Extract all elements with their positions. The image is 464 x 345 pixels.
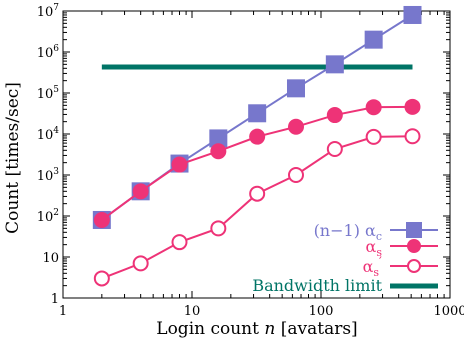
legend-item-bandwidth-limit: Bandwidth limit <box>252 276 438 295</box>
legend-item-alpha-s: αs <box>366 237 438 259</box>
y-tick-label: 102 <box>37 208 59 225</box>
x-tick-label: 1 <box>59 304 67 319</box>
x-tick-label: 100 <box>309 304 334 319</box>
data-point <box>325 55 344 74</box>
y-tick-label: 107 <box>37 3 60 20</box>
legend-marker <box>406 222 422 238</box>
data-point <box>326 107 343 124</box>
legend-label: αs <box>366 237 383 259</box>
legend-label: (n−1) αc <box>314 221 382 243</box>
data-point <box>248 104 267 123</box>
legend-item-alpha-s-prime: αs′ <box>363 255 438 279</box>
x-tick-label: 10 <box>184 304 201 319</box>
plot-frame <box>62 10 451 299</box>
data-point <box>403 5 422 24</box>
y-tick-label: 105 <box>37 85 60 102</box>
data-point <box>326 141 343 158</box>
data-point <box>171 156 188 173</box>
series-alpha-s-prime <box>93 128 421 287</box>
data-point <box>364 30 383 49</box>
data-point <box>287 118 304 135</box>
data-point <box>404 98 421 115</box>
series-alpha-s <box>93 98 421 228</box>
y-tick-label: 10 <box>42 251 59 266</box>
data-point <box>365 128 382 145</box>
series-line <box>101 105 413 221</box>
legend-label: Bandwidth limit <box>252 276 382 295</box>
data-point <box>210 143 227 160</box>
data-point <box>171 234 188 251</box>
y-tick-label: 1 <box>51 292 59 307</box>
legend-label: αs′ <box>363 255 382 279</box>
x-tick-label: 1000 <box>433 304 464 319</box>
data-point <box>210 220 227 237</box>
y-tick-label: 104 <box>37 126 60 143</box>
data-point <box>249 128 266 145</box>
x-axis-label: Login count n [avatars] <box>156 319 357 339</box>
y-tick-label: 106 <box>37 44 60 61</box>
data-point <box>365 99 382 116</box>
y-tick-label: 103 <box>37 167 60 184</box>
y-axis-label: Count [times/sec] <box>3 82 23 234</box>
data-point <box>93 270 110 287</box>
data-point <box>286 79 305 98</box>
legend-item-alpha-c: (n−1) αc <box>314 221 438 243</box>
data-point <box>93 211 110 228</box>
legend-marker <box>407 259 421 273</box>
legend-marker <box>407 239 421 253</box>
data-point <box>404 128 421 145</box>
data-point <box>249 185 266 202</box>
data-point <box>132 255 149 272</box>
data-point <box>287 167 304 183</box>
data-point <box>132 183 149 200</box>
data-point <box>209 129 228 148</box>
